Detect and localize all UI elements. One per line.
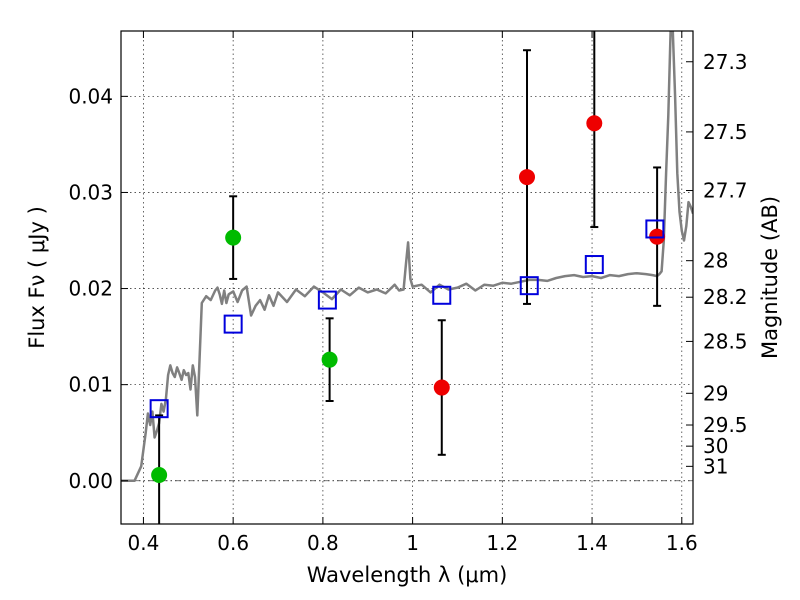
series-layer <box>121 31 693 524</box>
x-tick-label: 1 <box>406 531 419 555</box>
data-point <box>225 229 242 246</box>
model-point-square <box>317 290 337 310</box>
data-point <box>151 466 168 483</box>
data-point <box>519 169 536 186</box>
model-point-square <box>645 219 665 239</box>
grid-lines <box>121 31 693 524</box>
y-tick-label: 0.04 <box>68 84 113 108</box>
right-tick-label: 27.5 <box>703 120 748 144</box>
y-tick-label: 0.03 <box>68 180 113 204</box>
right-tick-label: 27.3 <box>703 50 748 74</box>
model-spectrum-line <box>121 31 693 483</box>
x-tick-label: 0.4 <box>128 531 160 555</box>
y-axis-label: Flux Fν ( μJy ) <box>25 206 49 349</box>
x-tick-label: 0.8 <box>307 531 339 555</box>
right-axis-label: Magnitude (AB) <box>758 196 782 359</box>
x-tick-label: 1.2 <box>486 531 518 555</box>
plot-frame <box>120 30 694 525</box>
axis-ticks: 0.4 0.6 0.8 1 1.2 1.4 1.6 0.00 0.01 0.02 0.03 0.04 2… <box>68 31 748 555</box>
x-tick-label: 1.6 <box>666 531 698 555</box>
model-point-square <box>149 399 169 419</box>
right-tick-label: 28.2 <box>703 285 748 309</box>
data-point <box>321 351 338 368</box>
right-tick-label: 30 <box>703 434 728 458</box>
x-axis-label: Wavelength λ (μm) <box>307 563 508 587</box>
model-point-square <box>584 255 604 275</box>
right-tick-label: 28 <box>703 249 728 273</box>
right-tick-label: 29.5 <box>703 413 748 437</box>
x-tick-label: 0.6 <box>217 531 249 555</box>
right-tick-label: 28.5 <box>703 329 748 353</box>
y-tick-label: 0.02 <box>68 277 113 301</box>
data-point <box>586 115 603 132</box>
right-tick-label: 29 <box>703 381 728 405</box>
model-point-square <box>519 276 539 296</box>
y-tick-label: 0.01 <box>68 373 113 397</box>
right-tick-label: 27.7 <box>703 179 748 203</box>
data-point <box>433 379 450 396</box>
x-tick-label: 1.4 <box>576 531 608 555</box>
y-tick-label: 0.00 <box>68 469 113 493</box>
model-point-square <box>432 285 452 305</box>
model-point-square <box>223 314 243 334</box>
right-tick-label: 31 <box>703 454 728 478</box>
